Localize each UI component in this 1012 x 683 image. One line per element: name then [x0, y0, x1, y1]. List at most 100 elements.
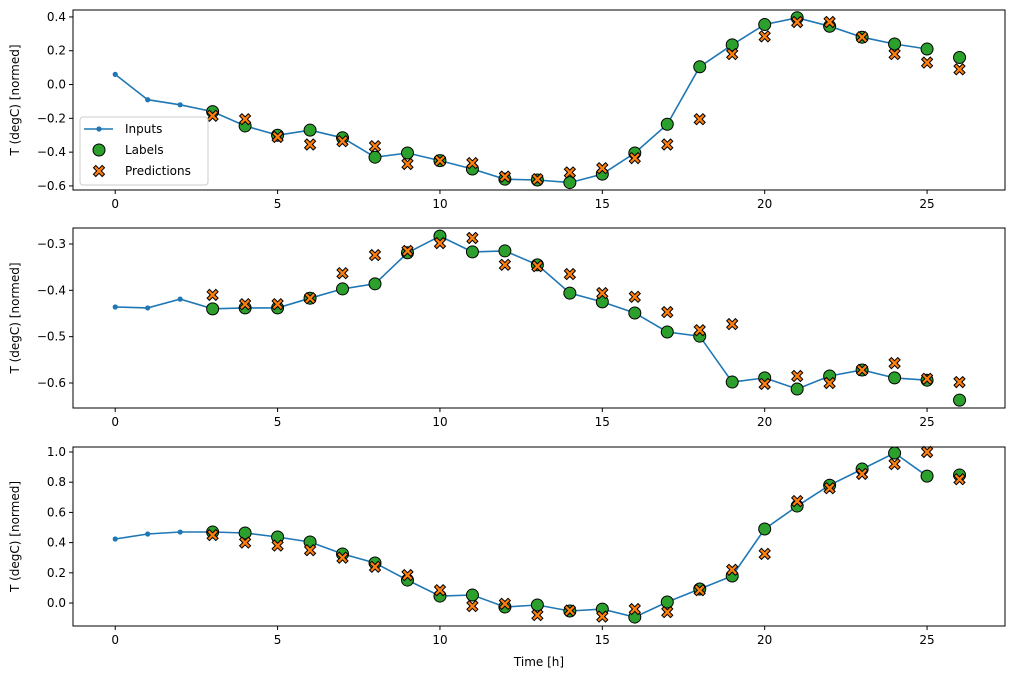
prediction-point: [401, 157, 414, 171]
y-tick-label: 0.4: [47, 10, 66, 24]
prediction-point: [920, 56, 934, 69]
prediction-point: [368, 560, 382, 574]
prediction-point: [531, 172, 544, 186]
label-point: [465, 588, 479, 602]
label-point: [888, 446, 902, 460]
prediction-point: [563, 166, 577, 179]
series-labels: [206, 11, 967, 190]
label-point: [888, 37, 902, 51]
label-point: [660, 325, 674, 339]
label-point: [400, 146, 414, 160]
label-point: [498, 244, 512, 258]
label-point: [628, 306, 642, 320]
prediction-point: [498, 170, 512, 183]
label-point: [206, 302, 220, 316]
x-tick-label: 15: [595, 197, 610, 211]
y-tick-label: −0.5: [37, 330, 66, 344]
series-inputs: [112, 233, 930, 392]
prediction-point: [888, 457, 901, 471]
label-point: [336, 282, 350, 296]
y-tick-label: −0.4: [37, 145, 66, 159]
y-axis-label: T (degC) [normed]: [8, 262, 22, 374]
prediction-point: [790, 369, 804, 383]
x-tick-label: 5: [274, 415, 282, 429]
label-point: [563, 176, 577, 190]
label-point: [953, 393, 967, 407]
prediction-point: [790, 494, 804, 508]
prediction-point: [368, 248, 382, 262]
y-axis-label: T (degC) [normed]: [8, 44, 22, 156]
prediction-point: [758, 377, 771, 391]
prediction-point: [758, 547, 771, 561]
x-axis-label: Time [h]: [513, 655, 564, 669]
y-tick-label: 0.6: [47, 505, 66, 519]
prediction-point: [628, 290, 642, 304]
prediction-point: [628, 151, 642, 165]
legend-circle-icon: [92, 143, 106, 157]
prediction-point: [693, 323, 706, 337]
prediction-point: [433, 583, 447, 597]
prediction-point: [401, 568, 414, 582]
label-point: [660, 595, 674, 609]
prediction-point: [953, 472, 966, 486]
series-inputs: [112, 450, 930, 620]
inputs-point: [177, 102, 183, 108]
label-point: [660, 117, 674, 131]
y-tick-label: −0.6: [37, 376, 66, 390]
prediction-point: [206, 109, 219, 123]
inputs-line: [115, 235, 928, 390]
prediction-point: [563, 267, 577, 281]
label-point: [758, 522, 772, 536]
label-point: [563, 286, 577, 300]
prediction-point: [693, 583, 706, 597]
inputs-point: [145, 97, 151, 103]
x-tick-label: 0: [111, 197, 119, 211]
prediction-point: [661, 305, 674, 319]
prediction-point: [368, 139, 382, 153]
prediction-point: [725, 317, 739, 331]
subplot-1: 0 5 10 15 20 25 −0.6 −0.4 −0.2 0.0 0.2 0.4 T (degC) …: [8, 9, 1006, 211]
inputs-point: [112, 536, 118, 542]
y-tick-label: 1.0: [47, 445, 66, 459]
y-tick-label: 0.4: [47, 536, 66, 550]
prediction-point: [531, 259, 544, 273]
x-tick-label: 15: [595, 415, 610, 429]
axes-frame: [72, 9, 1006, 191]
prediction-point: [596, 610, 609, 623]
legend-x-icon: [92, 164, 106, 178]
prediction-point: [855, 30, 869, 44]
legend-label: Inputs: [125, 122, 162, 136]
legend-label: Predictions: [125, 164, 191, 178]
prediction-point: [628, 602, 642, 616]
x-tick-label: 25: [919, 633, 934, 647]
x-tick-label: 20: [757, 633, 772, 647]
series-predictions: [206, 445, 966, 623]
x-tick-label: 10: [432, 633, 447, 647]
prediction-point: [596, 286, 609, 300]
inputs-line: [115, 452, 928, 618]
subplot-2: 0 5 10 15 20 25 −0.6 −0.5 −0.4 −0.3 T (degC) [norm…: [8, 227, 1006, 429]
x-tick-label: 25: [919, 197, 934, 211]
prediction-point: [725, 47, 739, 61]
inputs-point: [177, 529, 183, 535]
label-point: [303, 123, 317, 137]
x-tick-label: 10: [432, 197, 447, 211]
prediction-point: [823, 15, 836, 29]
y-tick-label: 0.2: [47, 44, 66, 58]
label-point: [368, 277, 382, 291]
prediction-point: [238, 297, 252, 311]
prediction-point: [725, 563, 739, 577]
prediction-point: [498, 258, 512, 272]
prediction-point: [271, 297, 284, 311]
y-tick-label: −0.3: [37, 237, 66, 251]
prediction-point: [790, 15, 804, 29]
inputs-point: [145, 305, 151, 311]
x-tick-label: 10: [432, 415, 447, 429]
y-tick-label: 0.8: [47, 475, 66, 489]
prediction-point: [238, 112, 252, 126]
inputs-point: [177, 296, 183, 302]
prediction-point: [596, 161, 609, 175]
prediction-point: [498, 597, 512, 611]
label-point: [693, 60, 707, 74]
label-point: [920, 42, 934, 56]
